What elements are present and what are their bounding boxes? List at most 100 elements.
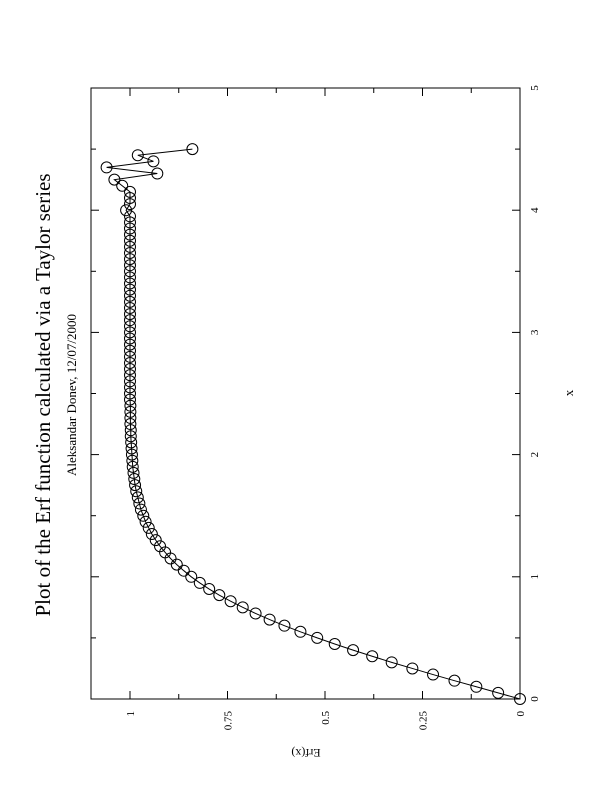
data-point <box>124 216 136 229</box>
data-point <box>133 497 146 510</box>
data-point <box>124 210 136 223</box>
data-point <box>278 619 291 632</box>
data-point <box>236 601 249 614</box>
data-point <box>170 558 183 571</box>
data-point <box>124 253 136 266</box>
data-point <box>124 405 137 418</box>
data-point <box>108 173 121 186</box>
series-line <box>106 148 521 700</box>
data-point <box>125 448 138 461</box>
data-point <box>127 466 140 479</box>
data-point <box>124 320 136 333</box>
data-point <box>514 693 526 705</box>
y-tick-label: 0.75 <box>223 711 235 731</box>
data-point <box>131 149 144 162</box>
data-point <box>185 570 198 583</box>
data-point <box>124 387 136 400</box>
x-tick-label: 2 <box>529 452 541 458</box>
data-point <box>263 613 276 626</box>
x-tick-labels: 0 1 2 3 4 5 <box>529 85 541 702</box>
data-point <box>142 521 155 534</box>
data-point <box>151 167 164 180</box>
data-point <box>124 277 136 290</box>
data-point <box>124 393 136 406</box>
data-point <box>100 161 113 174</box>
data-point <box>124 344 136 357</box>
data-point <box>126 454 139 467</box>
plot-frame <box>90 87 521 700</box>
data-point <box>224 595 237 608</box>
y-tick-label: 0 <box>515 711 527 717</box>
data-point <box>124 271 136 284</box>
data-point <box>203 583 216 596</box>
data-point <box>124 332 136 345</box>
data-point <box>137 509 150 522</box>
data-point <box>124 222 136 235</box>
data-point <box>124 228 136 241</box>
series-layer <box>100 143 526 705</box>
data-point <box>139 515 152 528</box>
data-point <box>347 644 360 657</box>
data-point <box>124 314 136 327</box>
data-point <box>124 369 136 382</box>
data-point <box>124 375 136 388</box>
data-point <box>154 540 167 553</box>
data-point <box>145 528 158 541</box>
y-tick-labels: 0 0.25 0.5 0.75 1 <box>125 711 527 731</box>
data-point <box>124 295 136 308</box>
data-point <box>186 143 199 156</box>
data-point <box>124 191 136 204</box>
data-point <box>149 534 162 547</box>
data-point <box>124 308 136 321</box>
data-point <box>124 259 136 272</box>
data-point <box>294 625 307 638</box>
data-point <box>125 442 138 455</box>
data-point <box>470 680 483 693</box>
data-point <box>311 631 324 644</box>
data-point <box>128 473 141 486</box>
data-point <box>124 246 136 259</box>
data-point <box>193 576 206 589</box>
axis-ticks <box>91 87 521 700</box>
data-point <box>328 638 341 651</box>
data-point <box>448 674 461 687</box>
data-point <box>147 155 160 168</box>
data-point <box>120 204 133 217</box>
x-tick-label: 4 <box>529 207 541 213</box>
data-point <box>124 356 136 369</box>
data-point <box>124 411 137 424</box>
x-tick-label: 1 <box>529 574 541 580</box>
data-point <box>124 350 136 363</box>
data-point <box>385 656 398 669</box>
data-point <box>116 179 129 192</box>
data-point <box>124 265 136 278</box>
data-point <box>427 668 440 681</box>
data-point <box>213 589 226 602</box>
data-point <box>126 460 139 473</box>
chart-subtitle: Aleksandar Donev, 12/07/2000 <box>64 314 79 476</box>
data-point <box>124 185 136 198</box>
y-tick-label: 0.5 <box>320 711 332 725</box>
data-point <box>492 686 505 699</box>
y-tick-label: 1 <box>125 711 137 717</box>
data-point <box>124 234 136 247</box>
data-point <box>406 662 419 675</box>
data-point <box>124 301 136 314</box>
x-axis-label: x <box>561 389 576 396</box>
data-point <box>124 326 136 339</box>
data-point <box>249 607 262 620</box>
data-point <box>124 240 136 253</box>
data-point <box>124 430 137 443</box>
data-point <box>124 418 137 431</box>
data-point <box>177 564 190 577</box>
data-point <box>124 338 136 351</box>
x-tick-label: 3 <box>529 329 541 335</box>
y-tick-label: 0.25 <box>418 711 430 731</box>
chart-title: Plot of the Erf function calculated via … <box>31 173 55 616</box>
data-point <box>129 479 142 492</box>
data-point <box>124 289 136 302</box>
x-tick-label: 5 <box>529 85 541 91</box>
data-point <box>366 650 379 663</box>
data-point <box>124 283 136 296</box>
